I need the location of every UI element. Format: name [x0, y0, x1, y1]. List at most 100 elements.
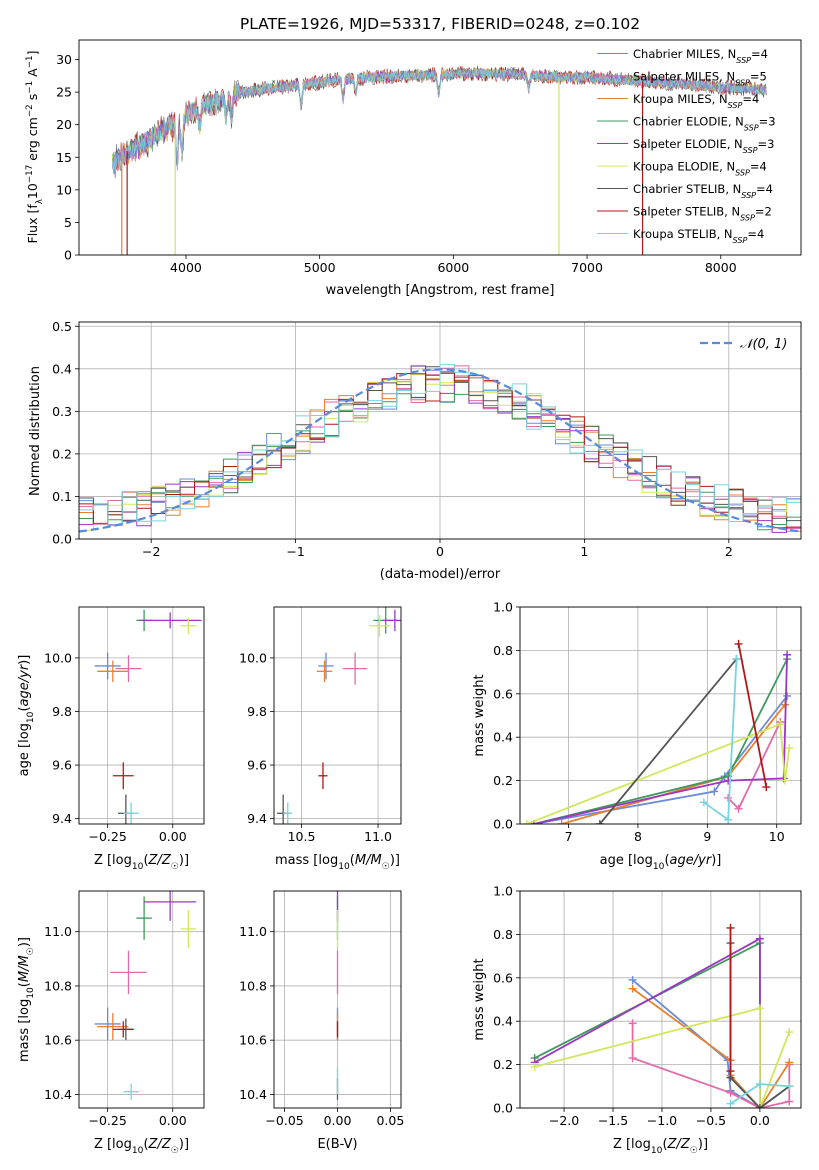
grid-lines — [79, 891, 204, 1108]
y-tick-label: 0.4 — [493, 730, 513, 745]
weight-marker — [726, 1088, 735, 1097]
x-axis-label: Z [log10(Z/Z☉)] — [94, 1137, 189, 1156]
y-tick-label: 0.2 — [52, 446, 72, 461]
legend-label: Kroupa MILES, NSSP=4 — [633, 92, 759, 110]
legend-label: 𝒩(0, 1) — [740, 337, 787, 352]
y-tick-label: 10.4 — [44, 1087, 72, 1102]
weight-marker — [724, 815, 733, 824]
weight-marker — [785, 1097, 794, 1106]
y-tick-label: 10.0 — [44, 650, 72, 665]
axes-weight-vs-age: 7 8 9 10 0.0 0.2 0.4 0.6 0.8 1.0 — [493, 600, 802, 844]
weight-marker — [726, 923, 735, 932]
axes-frame — [78, 890, 205, 1109]
y-tick-label: 0.2 — [493, 1057, 513, 1072]
legend-label: Chabrier STELIB, NSSP=4 — [633, 182, 773, 200]
histogram-step — [79, 364, 801, 527]
weight-line — [737, 643, 768, 788]
weight-marker — [755, 1104, 764, 1108]
y-tick-label: 9.8 — [52, 704, 72, 719]
y-tick-label: 10.6 — [44, 1033, 72, 1048]
weight-marker — [628, 975, 637, 984]
weight-marker — [628, 1054, 637, 1063]
y-tick-label: 0.8 — [493, 643, 513, 658]
y-tick-label: 9.8 — [247, 704, 267, 719]
weight-marker — [785, 1082, 794, 1091]
y-tick-label: 0.0 — [493, 817, 513, 832]
grid-lines — [274, 607, 401, 824]
axes-frame — [519, 606, 802, 825]
legend-label: Chabrier ELODIE, NSSP=3 — [633, 115, 776, 133]
y-tick-label: 10 — [56, 182, 72, 197]
legend-label: Kroupa STELIB, NSSP=4 — [633, 227, 764, 245]
legend-label: Salpeter STELIB, NSSP=2 — [633, 205, 772, 223]
x-tick-label: −1.5 — [598, 1113, 628, 1128]
x-tick-label: 8000 — [705, 260, 737, 275]
plot-area — [79, 364, 801, 533]
y-tick-label: 0.4 — [493, 1014, 513, 1029]
x-tick-label: −1.0 — [647, 1113, 677, 1128]
axes-frame — [519, 890, 802, 1109]
weight-marker — [628, 984, 637, 993]
weight-marker — [530, 1062, 539, 1071]
x-tick-label: 0.00 — [324, 1113, 352, 1128]
weight-marker — [785, 1028, 794, 1037]
x-tick-label: 7 — [565, 829, 573, 844]
x-tick-label: 0.00 — [159, 1113, 187, 1128]
x-tick-label: 10 — [769, 829, 785, 844]
weight-line — [533, 695, 788, 824]
x-tick-label: 0 — [436, 544, 444, 559]
weight-marker — [710, 787, 719, 796]
y-axis-label: mass [log10(M/M☉)] — [17, 937, 36, 1062]
weight-line — [631, 1023, 791, 1108]
weight-marker — [595, 820, 604, 824]
legend-label: Salpeter ELODIE, NSSP=3 — [633, 137, 774, 155]
y-tick-label: 30 — [56, 52, 72, 67]
axes-frame — [78, 606, 205, 825]
y-tick-label: 0.4 — [52, 361, 72, 376]
weight-marker — [755, 1080, 764, 1089]
weight-line — [599, 658, 738, 824]
figure-title: PLATE=1926, MJD=53317, FIBERID=0248, z=0… — [240, 15, 640, 33]
y-tick-label: 10.4 — [239, 1087, 267, 1102]
spectrum-line — [112, 67, 767, 171]
weight-marker — [726, 1067, 735, 1076]
x-axis-label: Z [log10(Z/Z☉)] — [94, 853, 189, 872]
grid-lines — [79, 322, 801, 540]
weight-marker — [734, 639, 743, 648]
axes-residuals: −2 −1 0 1 2 0.0 0.1 0.2 0.3 0.4 0.5 — [52, 319, 802, 559]
plot-area — [277, 607, 401, 824]
legend-label: Kroupa ELODIE, NSSP=4 — [633, 160, 767, 178]
y-tick-label: 9.6 — [247, 758, 267, 773]
y-axis-label: mass weight — [472, 958, 487, 1040]
weight-marker — [762, 783, 771, 792]
weight-marker — [785, 1058, 794, 1067]
x-axis-label: Z [log10(Z/Z☉)] — [613, 1137, 708, 1156]
x-tick-label: 0.05 — [376, 1113, 404, 1128]
y-tick-label: 0.5 — [52, 319, 72, 334]
x-axis-label: (data-model)/error — [380, 567, 501, 582]
plot-area — [94, 891, 197, 1100]
normal-curve — [79, 368, 801, 533]
weight-line — [561, 704, 786, 824]
x-axis-label: E(B-V) — [317, 1137, 357, 1152]
weight-marker — [734, 804, 743, 813]
x-tick-label: 6000 — [437, 260, 469, 275]
x-axis-label: mass [log10(M/M☉)] — [275, 853, 400, 872]
axes-mass-vs-Z: −0.25 0.00 10.4 10.6 10.8 11.0 — [44, 890, 205, 1128]
grid-lines — [79, 607, 204, 824]
weight-marker — [781, 776, 790, 785]
y-tick-label: 11.0 — [44, 924, 72, 939]
weight-line — [533, 654, 788, 824]
y-tick-label: 25 — [56, 85, 72, 100]
weight-marker — [776, 720, 785, 729]
legend-label: Salpeter MILES, NSSP=5 — [633, 70, 767, 88]
axes-weight-vs-Z: −2.0 −1.5 −1.0 −0.5 0.0 0.0 0.2 0.4 0.6 0.8 1.0 — [493, 884, 802, 1128]
y-axis-label: mass weight — [472, 674, 487, 756]
y-tick-label: 9.4 — [52, 811, 72, 826]
y-axis-label: Normed distribution — [28, 366, 43, 496]
x-tick-label: −2 — [142, 544, 160, 559]
x-tick-label: 5000 — [304, 260, 336, 275]
axes-mass-vs-ebv: −0.05 0.00 0.05 10.4 10.6 10.8 11.0 — [239, 890, 404, 1128]
x-tick-label: 0.0 — [750, 1113, 770, 1128]
